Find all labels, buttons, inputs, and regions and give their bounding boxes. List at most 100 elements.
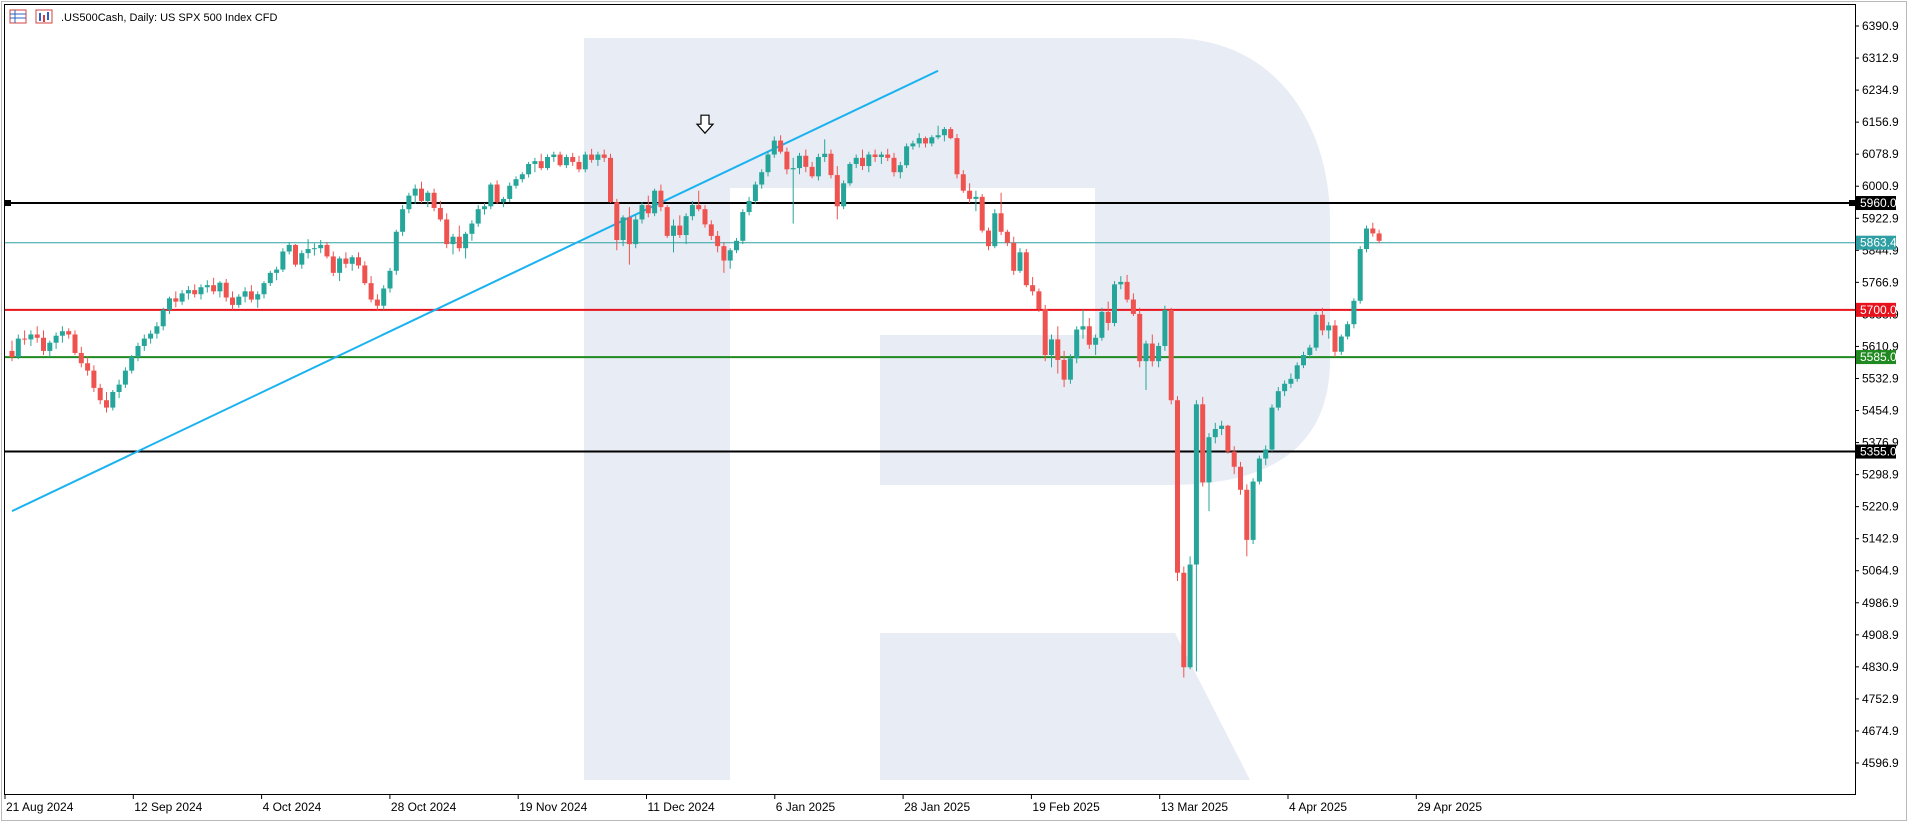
candle-body bbox=[91, 370, 97, 388]
candle-body bbox=[790, 168, 796, 170]
candle bbox=[1162, 305, 1168, 351]
candle-body bbox=[1004, 231, 1010, 243]
candle-body bbox=[885, 154, 891, 158]
candle bbox=[1181, 566, 1187, 678]
candle-body bbox=[318, 244, 324, 249]
candle-body bbox=[463, 233, 469, 249]
candle bbox=[9, 340, 15, 362]
candle-body bbox=[897, 165, 903, 173]
candle-body bbox=[236, 296, 242, 305]
candle bbox=[1193, 400, 1199, 672]
candle-body bbox=[866, 154, 872, 167]
candle bbox=[368, 276, 374, 303]
candle bbox=[482, 203, 487, 215]
candle-body bbox=[853, 157, 859, 164]
candle-body bbox=[482, 206, 487, 210]
candle bbox=[1370, 222, 1376, 237]
candle-body bbox=[204, 285, 210, 288]
candle bbox=[1030, 276, 1036, 296]
candle bbox=[765, 151, 771, 177]
candle bbox=[324, 242, 330, 259]
y-tick-label: 4908.9 bbox=[1862, 628, 1899, 642]
candle bbox=[381, 285, 387, 310]
candle bbox=[1200, 396, 1206, 487]
x-tick-label: 19 Feb 2025 bbox=[1032, 800, 1100, 814]
candle bbox=[15, 334, 21, 360]
candle bbox=[456, 225, 462, 252]
candle bbox=[1294, 362, 1300, 382]
candle bbox=[759, 169, 765, 189]
candle-body bbox=[872, 154, 878, 158]
candle bbox=[85, 357, 91, 376]
candle-body bbox=[1212, 428, 1218, 438]
y-tick-label: 6312.9 bbox=[1862, 51, 1899, 65]
candle bbox=[211, 277, 217, 295]
chart-icon[interactable] bbox=[35, 9, 53, 24]
y-tick-label: 4674.9 bbox=[1862, 724, 1899, 738]
candle-body bbox=[815, 157, 821, 177]
candle-body bbox=[1011, 242, 1017, 271]
candle bbox=[1256, 455, 1262, 485]
candle bbox=[41, 330, 46, 356]
candle-body bbox=[356, 257, 361, 266]
x-tick-label: 4 Oct 2024 bbox=[263, 800, 322, 814]
candle-body bbox=[343, 258, 349, 264]
candle-body bbox=[267, 272, 273, 284]
candle bbox=[1187, 556, 1193, 670]
candle-body bbox=[834, 175, 840, 207]
candle-body bbox=[488, 184, 494, 207]
candle bbox=[872, 149, 878, 162]
candle-body bbox=[1137, 313, 1143, 362]
candle bbox=[337, 256, 343, 282]
candle-body bbox=[72, 334, 78, 353]
candle bbox=[878, 151, 884, 164]
candle-body bbox=[167, 298, 172, 310]
candle bbox=[318, 239, 324, 254]
candle-body bbox=[979, 196, 985, 231]
candle-body bbox=[280, 251, 286, 270]
candle-body bbox=[15, 338, 21, 358]
candle-body bbox=[305, 249, 311, 254]
level-label-bg bbox=[1856, 350, 1896, 365]
candle-body bbox=[809, 166, 815, 177]
candle-body bbox=[973, 196, 979, 199]
y-tick-label: 5610.9 bbox=[1862, 339, 1899, 353]
x-axis: 21 Aug 2024 12 Sep 2024 4 Oct 2024 28 Oct 2… bbox=[4, 794, 1482, 814]
candle-body bbox=[85, 363, 91, 371]
candle bbox=[885, 148, 891, 162]
candle-body bbox=[129, 357, 135, 371]
candle-body bbox=[192, 290, 198, 295]
candle bbox=[1319, 307, 1325, 336]
candle-body bbox=[1263, 449, 1269, 459]
candle bbox=[633, 215, 639, 249]
candle bbox=[608, 153, 613, 204]
candle-body bbox=[797, 155, 802, 169]
table-icon[interactable] bbox=[9, 9, 27, 24]
level-label: 5863.4 bbox=[1860, 236, 1897, 250]
candle-body bbox=[1326, 325, 1332, 331]
candle bbox=[1137, 307, 1143, 368]
candle bbox=[280, 248, 286, 273]
candle-body bbox=[437, 207, 443, 220]
y-tick-label: 4986.9 bbox=[1862, 596, 1899, 610]
candle bbox=[563, 154, 569, 169]
candle bbox=[582, 151, 588, 173]
candle bbox=[393, 229, 399, 275]
candle-body bbox=[261, 283, 267, 295]
candle-body bbox=[1074, 329, 1080, 359]
candle bbox=[841, 180, 847, 210]
candle bbox=[746, 196, 752, 216]
candle bbox=[1112, 281, 1117, 327]
level-label-bg bbox=[1856, 235, 1896, 250]
candle-body bbox=[589, 154, 595, 160]
candle-body bbox=[998, 213, 1004, 232]
candle bbox=[349, 255, 355, 271]
candle bbox=[526, 161, 532, 178]
candle bbox=[419, 181, 424, 204]
candle-body bbox=[1168, 309, 1174, 401]
candle-body bbox=[381, 288, 387, 306]
candle-body bbox=[941, 129, 947, 136]
candle bbox=[834, 166, 840, 220]
candle bbox=[891, 152, 897, 177]
